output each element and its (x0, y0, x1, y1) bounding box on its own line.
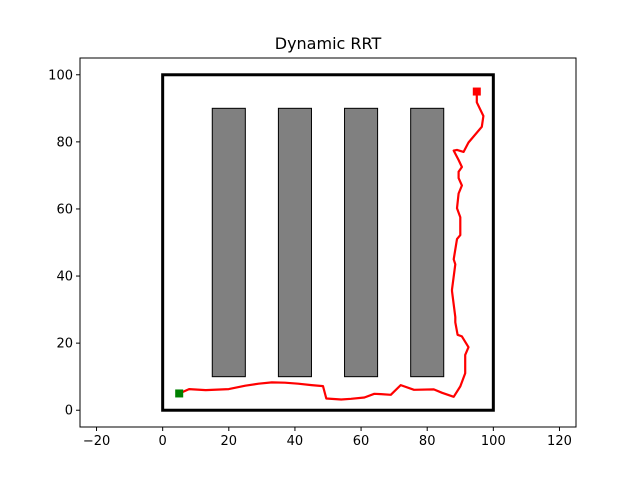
obstacle-2 (277, 107, 312, 378)
chart-title: Dynamic RRT (275, 34, 382, 53)
y-axis: 0 20 40 60 80 100 (48, 68, 80, 419)
obstacle-1 (211, 107, 246, 378)
obstacle-4 (410, 107, 445, 378)
axes-frame (79, 57, 577, 428)
y-tick-label: 40 (56, 270, 73, 285)
x-tick-label: 0 (159, 434, 167, 449)
y-tick-label: 60 (56, 202, 73, 217)
environment-boundary (161, 73, 495, 412)
x-tick-label: −20 (83, 434, 110, 449)
x-tick-label: 20 (221, 434, 238, 449)
x-tick-label: 120 (547, 434, 572, 449)
plot-area (161, 73, 495, 412)
x-tick-label: 40 (287, 434, 304, 449)
y-tick-label: 80 (56, 135, 73, 150)
goal-marker (472, 87, 481, 96)
y-tick-label: 0 (65, 404, 73, 419)
obstacle-3 (344, 107, 379, 378)
x-axis: −20 0 20 40 60 80 100 120 (83, 427, 572, 449)
rrt-path (178, 90, 485, 401)
x-tick-label: 60 (353, 434, 370, 449)
x-tick-label: 80 (419, 434, 436, 449)
y-tick-label: 100 (48, 68, 73, 83)
y-tick-label: 20 (56, 337, 73, 352)
x-tick-label: 100 (481, 434, 506, 449)
start-marker (175, 389, 184, 398)
